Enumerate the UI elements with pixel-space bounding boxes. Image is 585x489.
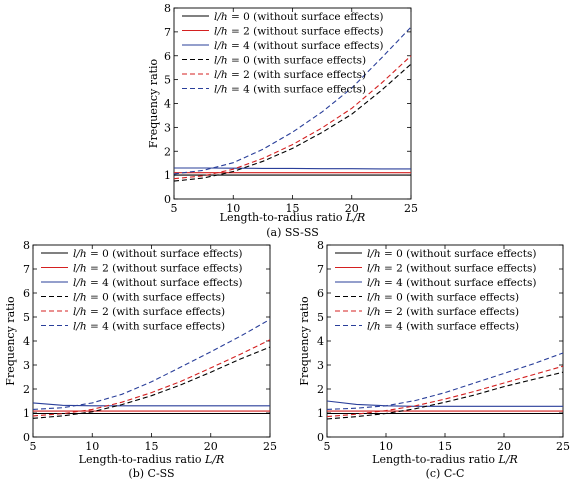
y-tick-label: 4 bbox=[317, 335, 324, 348]
x-tick-label: 20 bbox=[204, 440, 218, 453]
y-axis-label: Frequency ratio bbox=[4, 296, 17, 386]
chart-panel-2: 0 1 2 3 4 5 6 7 8 5 10 15 20 25 Length-to-radius ratio… bbox=[4, 239, 277, 480]
y-tick-label: 7 bbox=[23, 263, 30, 276]
series-line-6 bbox=[326, 352, 564, 410]
y-axis-label: Frequency ratio bbox=[147, 58, 160, 148]
legend-entry-label: l/h = 2 (with surface effects) bbox=[367, 306, 519, 318]
y-tick-label: 6 bbox=[164, 50, 171, 63]
y-tick-label: 2 bbox=[164, 145, 171, 158]
panel-caption: (a) SS-SS bbox=[266, 226, 319, 239]
x-tick-label: 15 bbox=[438, 440, 452, 453]
x-tick-label: 15 bbox=[286, 202, 300, 215]
chart-panel-3: 0 1 2 3 4 5 6 7 8 5 10 15 20 25 Length-to-radius ratio… bbox=[298, 239, 570, 480]
series-line-5 bbox=[326, 365, 564, 418]
legend-entry-label: l/h = 4 (without surface effects) bbox=[73, 277, 242, 289]
series-line-4 bbox=[173, 63, 412, 182]
x-axis-label: Length-to-radius ratio L/R bbox=[79, 453, 225, 466]
y-tick-label: 0 bbox=[23, 431, 30, 444]
y-tick-label: 1 bbox=[317, 407, 324, 420]
y-tick-label: 5 bbox=[317, 311, 324, 324]
panel-caption: (c) C-C bbox=[426, 467, 465, 480]
series-line-3 bbox=[32, 402, 270, 407]
legend-entry-label: l/h = 2 (without surface effects) bbox=[73, 263, 242, 275]
legend-entry-label: l/h = 2 (with surface effects) bbox=[214, 69, 366, 81]
y-tick-label: 8 bbox=[23, 239, 30, 252]
legend-entry-label: l/h = 0 (without surface effects) bbox=[214, 11, 383, 23]
x-tick-label: 15 bbox=[145, 440, 159, 453]
y-tick-label: 1 bbox=[164, 169, 171, 182]
x-tick-label: 5 bbox=[30, 440, 37, 453]
legend-entry-label: l/h = 2 (with surface effects) bbox=[73, 306, 225, 318]
series-line-4 bbox=[326, 371, 564, 420]
legend-entry-label: l/h = 0 (with surface effects) bbox=[214, 55, 366, 67]
legend: l/h = 0 (without surface effects) l/h = 2… bbox=[182, 11, 383, 96]
y-tick-label: 0 bbox=[164, 193, 171, 206]
x-axis-label: Length-to-radius ratio L/R bbox=[372, 453, 518, 466]
x-axis-label: Length-to-radius ratio L/R bbox=[220, 211, 366, 224]
y-tick-label: 6 bbox=[317, 287, 324, 300]
legend-entry-label: l/h = 4 (with surface effects) bbox=[73, 321, 225, 333]
x-tick-label: 25 bbox=[556, 440, 570, 453]
legend-entry-label: l/h = 4 (without surface effects) bbox=[367, 277, 536, 289]
y-tick-label: 8 bbox=[164, 2, 171, 15]
series-line-3 bbox=[174, 167, 411, 170]
y-tick-label: 7 bbox=[317, 263, 324, 276]
legend: l/h = 0 (without surface effects) l/h = 2… bbox=[335, 248, 536, 333]
y-tick-label: 0 bbox=[317, 431, 324, 444]
series-line-3 bbox=[326, 400, 563, 407]
y-tick-label: 2 bbox=[23, 383, 30, 396]
legend-entry-label: l/h = 2 (without surface effects) bbox=[367, 263, 536, 275]
y-tick-label: 7 bbox=[164, 26, 171, 39]
series-line-6 bbox=[32, 318, 271, 410]
legend-entry-label: l/h = 0 (with surface effects) bbox=[73, 292, 225, 304]
y-axis-label: Frequency ratio bbox=[298, 296, 311, 386]
x-tick-label: 10 bbox=[226, 202, 240, 215]
y-tick-label: 5 bbox=[23, 311, 30, 324]
x-tick-label: 5 bbox=[171, 202, 178, 215]
y-tick-label: 3 bbox=[164, 121, 171, 134]
x-tick-label: 20 bbox=[497, 440, 511, 453]
y-tick-label: 4 bbox=[23, 335, 30, 348]
y-tick-label: 1 bbox=[23, 407, 30, 420]
legend-entry-label: l/h = 0 (with surface effects) bbox=[367, 292, 519, 304]
y-tick-label: 2 bbox=[317, 383, 324, 396]
x-tick-label: 5 bbox=[324, 440, 331, 453]
y-tick-label: 5 bbox=[164, 74, 171, 87]
legend-entry-label: l/h = 0 (without surface effects) bbox=[73, 248, 242, 260]
legend-entry-label: l/h = 4 (with surface effects) bbox=[214, 84, 366, 96]
series-line-4 bbox=[32, 346, 271, 419]
legend-entry-label: l/h = 4 (without surface effects) bbox=[214, 40, 383, 52]
legend: l/h = 0 (without surface effects) l/h = 2… bbox=[41, 248, 242, 333]
chart-panel-1: 0 1 2 3 4 5 6 7 8 5 10 15 20 25 Length-to-radius ratio… bbox=[147, 2, 418, 239]
x-tick-label: 25 bbox=[263, 440, 277, 453]
series-line-5 bbox=[32, 339, 271, 417]
series-line-6 bbox=[173, 26, 412, 175]
x-tick-label: 10 bbox=[379, 440, 393, 453]
y-tick-label: 6 bbox=[23, 287, 30, 300]
legend-entry-label: l/h = 4 (with surface effects) bbox=[367, 321, 519, 333]
legend-entry-label: l/h = 2 (without surface effects) bbox=[214, 26, 383, 38]
y-tick-label: 3 bbox=[317, 359, 324, 372]
y-tick-label: 8 bbox=[317, 239, 324, 252]
panel-caption: (b) C-SS bbox=[128, 467, 174, 480]
y-tick-label: 4 bbox=[164, 98, 171, 111]
series-line-5 bbox=[173, 55, 412, 180]
x-tick-label: 10 bbox=[85, 440, 99, 453]
x-tick-label: 20 bbox=[345, 202, 359, 215]
x-tick-label: 25 bbox=[404, 202, 418, 215]
legend-entry-label: l/h = 0 (without surface effects) bbox=[367, 248, 536, 260]
y-tick-label: 3 bbox=[23, 359, 30, 372]
